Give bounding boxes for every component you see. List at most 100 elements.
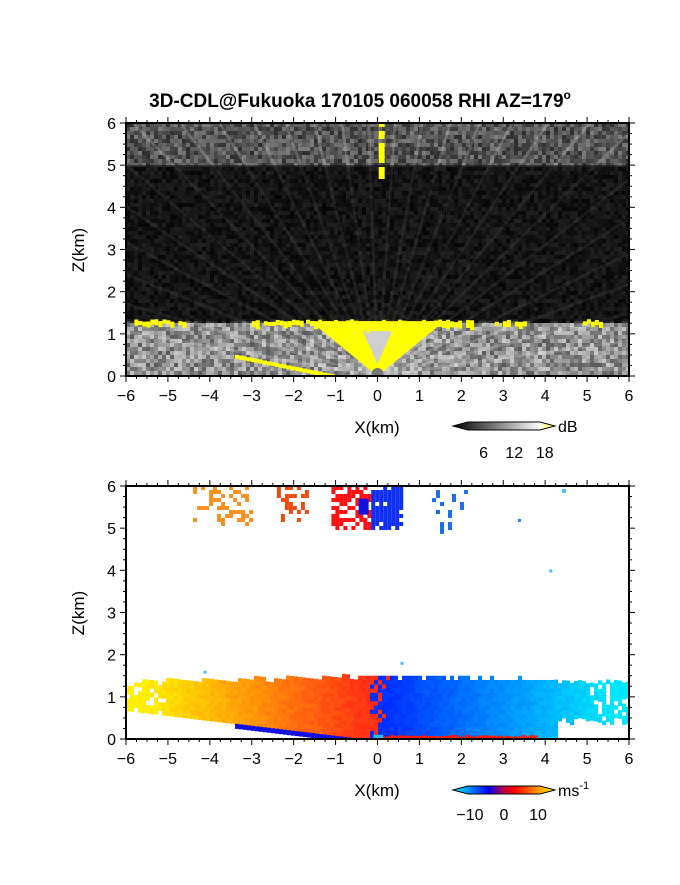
reflectivity-cell [234,127,238,131]
reflectivity-cell [582,127,586,131]
reflectivity-cell [538,163,542,167]
reflectivity-cell [506,159,510,163]
reflectivity-cell [566,139,570,143]
reflectivity-cell [318,135,322,139]
reflectivity-cell [558,155,562,159]
reflectivity-cell [502,127,506,131]
reflectivity-cell [274,163,278,167]
reflectivity-cell [586,155,590,159]
reflectivity-cell [582,147,586,151]
reflectivity-cell [182,147,186,151]
reflectivity-cell [442,163,446,167]
reflectivity-cell [502,151,506,155]
reflectivity-cell [370,147,374,151]
reflectivity-cell [334,131,338,135]
reflectivity-cell [502,147,506,151]
reflectivity-cell [442,135,446,139]
reflectivity-cell [282,143,286,147]
reflectivity-cell [330,143,334,147]
reflectivity-cell [286,147,290,151]
reflectivity-cell [378,127,382,131]
reflectivity-cell [466,155,470,159]
reflectivity-cell [322,135,326,139]
reflectivity-cell [234,151,238,155]
reflectivity-cell [318,139,322,143]
reflectivity-cell [418,159,422,163]
reflectivity-cell [254,143,258,147]
reflectivity-cell [582,135,586,139]
reflectivity-cell [566,135,570,139]
reflectivity-cell [526,127,530,131]
reflectivity-cell [246,143,250,147]
reflectivity-cell [458,155,462,159]
reflectivity-cell [198,159,202,163]
reflectivity-cell [446,127,450,131]
reflectivity-cell [538,131,542,135]
reflectivity-cell [490,143,494,147]
reflectivity-cell [414,127,418,131]
reflectivity-cell [238,163,242,167]
reflectivity-cell [178,131,182,135]
reflectivity-cell [534,155,538,159]
reflectivity-cell [150,151,154,155]
reflectivity-cell [594,127,598,131]
reflectivity-cell [542,139,546,143]
reflectivity-cell [294,163,298,167]
reflectivity-cell [450,151,454,155]
reflectivity-cell [390,151,394,155]
reflectivity-cell [254,139,258,143]
reflectivity-cell [134,127,138,131]
reflectivity-cell [242,147,246,151]
reflectivity-cell [326,155,330,159]
reflectivity-cell [542,131,546,135]
reflectivity-cell [482,131,486,135]
reflectivity-cell [166,131,170,135]
reflectivity-cell [534,123,538,127]
reflectivity-cell [222,123,226,127]
reflectivity-cell [322,163,326,167]
reflectivity-cell [622,127,626,131]
reflectivity-cell [258,151,262,155]
reflectivity-cell [314,151,318,155]
reflectivity-cell [590,159,594,163]
reflectivity-cell [246,155,250,159]
reflectivity-cell [626,143,629,147]
reflectivity-cell [306,163,310,167]
reflectivity-cell [450,163,454,167]
reflectivity-cell [190,127,194,131]
reflectivity-cell [406,131,410,135]
reflectivity-cell [410,139,414,143]
reflectivity-cell [458,147,462,151]
reflectivity-cell [454,131,458,135]
reflectivity-cell [602,143,606,147]
reflectivity-cell [590,163,594,167]
reflectivity-cell [442,139,446,143]
reflectivity-cell [190,131,194,135]
reflectivity-cell [350,163,354,167]
reflectivity-cell [146,143,150,147]
reflectivity-cell [330,139,334,143]
reflectivity-cell [434,143,438,147]
reflectivity-cell [482,143,486,147]
reflectivity-cell [310,155,314,159]
reflectivity-cell [622,143,626,147]
reflectivity-cell [478,159,482,163]
reflectivity-cell [314,159,318,163]
reflectivity-cell [278,123,282,127]
reflectivity-cell [494,159,498,163]
reflectivity-cell [190,159,194,163]
reflectivity-cell [194,143,198,147]
reflectivity-cell [126,127,130,131]
reflectivity-cell [458,131,462,135]
reflectivity-cell [146,135,150,139]
reflectivity-cell [262,123,266,127]
reflectivity-cell [430,131,434,135]
reflectivity-cell [314,143,318,147]
reflectivity-cell [134,155,138,159]
reflectivity-cell [390,163,394,167]
reflectivity-cell [246,123,250,127]
reflectivity-cell [602,139,606,143]
reflectivity-cell [390,127,394,131]
reflectivity-cell [454,123,458,127]
reflectivity-cell [382,127,386,131]
